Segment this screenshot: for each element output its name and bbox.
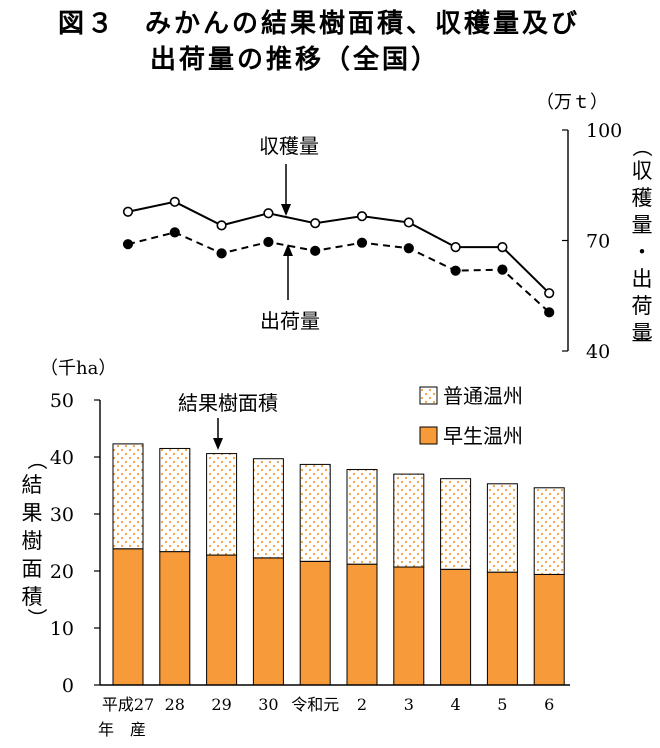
shipment-point xyxy=(169,227,180,238)
bar-y-tick-label: 20 xyxy=(50,561,74,583)
bar-unit-label: （千ha） xyxy=(40,358,116,379)
x-tick-label: 30 xyxy=(258,695,278,714)
bar-annotation-arrowhead xyxy=(213,438,223,450)
bearing-area-bar-chart: 平成27 28 29 30 令和元 2 3 4 5 6 年 産 0 10 20 30 40 50 （千ha） （ 結果… xyxy=(22,358,570,739)
bar-normal-unshu xyxy=(486,483,518,573)
bar-early-unshu xyxy=(299,560,331,686)
bar-y-tick-label: 30 xyxy=(50,504,74,526)
bar-early-unshu xyxy=(346,563,378,686)
bar-normal-unshu xyxy=(206,453,238,556)
bar-early-unshu xyxy=(206,554,238,686)
bar-normal-unshu xyxy=(252,458,284,559)
shipment-point xyxy=(497,264,508,275)
bar-normal-unshu xyxy=(440,478,472,570)
bar-early-unshu xyxy=(486,571,518,686)
harvest-point xyxy=(216,220,227,231)
x-axis-suffix-label: 年 産 xyxy=(98,720,146,739)
bar-ylabel-char: 結 xyxy=(22,473,43,497)
title-line-2: 出荷量の推移（全国） xyxy=(150,45,441,75)
bar-early-unshu xyxy=(393,566,425,686)
bar-early-unshu xyxy=(440,568,472,686)
bar-ylabel-paren-close: ） xyxy=(25,608,49,628)
harvest-point xyxy=(169,196,180,207)
bar-early-unshu xyxy=(252,557,284,686)
harvest-point xyxy=(544,288,555,299)
harvest-point xyxy=(403,217,414,228)
x-tick-label: 平成27 xyxy=(102,695,154,714)
line-ylabel-char: 穫 xyxy=(632,186,653,210)
bar-normal-unshu xyxy=(299,463,331,562)
harvest-callout-label: 収穫量 xyxy=(259,134,319,158)
line-unit-label: （万ｔ） xyxy=(536,92,608,113)
x-tick-label: 6 xyxy=(544,695,554,714)
legend-label-early-unshu: 早生温州 xyxy=(443,424,523,448)
x-tick-label: 29 xyxy=(211,695,231,714)
bar-early-unshu xyxy=(533,573,565,686)
line-ylabel-char: 出 xyxy=(632,267,653,291)
line-y-tick-label: 70 xyxy=(586,231,610,253)
bar-y-tick-label: 0 xyxy=(62,675,74,697)
bar-normal-unshu xyxy=(393,473,425,568)
harvest-point xyxy=(310,218,321,229)
bar-annotation-label: 結果樹面積 xyxy=(178,391,278,415)
bar-ylabel-char: 積 xyxy=(22,585,43,609)
harvest-point xyxy=(122,206,134,217)
harvest-point xyxy=(450,242,461,253)
bar-y-tick-label: 50 xyxy=(50,390,74,412)
line-ylabel-char: ・ xyxy=(632,240,653,264)
harvest-point xyxy=(497,242,508,253)
line-ylabel-char: 量 xyxy=(632,213,653,237)
line-ylabel-char: 量 xyxy=(632,321,653,345)
bar-normal-unshu xyxy=(533,487,565,575)
bar-normal-unshu xyxy=(112,443,144,550)
x-tick-label: 令和元 xyxy=(291,695,339,714)
x-tick-label: 4 xyxy=(451,695,461,714)
shipment-callout-arrowhead xyxy=(283,244,293,256)
line-ylabel-char: 荷 xyxy=(632,294,653,318)
x-tick-label: 3 xyxy=(404,695,414,714)
legend-swatch-normal-unshu xyxy=(419,386,438,405)
harvest-point xyxy=(356,211,368,222)
bar-early-unshu xyxy=(159,551,191,686)
series-line-2 xyxy=(127,231,550,314)
x-tick-label: 5 xyxy=(497,695,507,714)
x-tick-label: 28 xyxy=(165,695,185,714)
bar-early-unshu xyxy=(112,548,144,686)
shipment-point xyxy=(356,237,368,248)
harvest-callout-arrowhead xyxy=(281,204,291,216)
shipment-point xyxy=(216,248,227,259)
harvest-point xyxy=(263,208,274,219)
shipment-point xyxy=(310,245,321,256)
shipment-point xyxy=(544,307,555,318)
legend-label-normal-unshu: 普通温州 xyxy=(443,384,523,408)
bar-ylabel-paren-open: （ xyxy=(25,450,49,470)
line-y-tick-label: 40 xyxy=(586,341,610,363)
series-line-1 xyxy=(127,200,550,294)
x-tick-label: 2 xyxy=(357,695,367,714)
bar-y-tick-label: 40 xyxy=(50,447,74,469)
bar-y-tick-label: 10 xyxy=(50,618,74,640)
bar-ylabel-char: 樹 xyxy=(22,529,43,553)
shipment-point xyxy=(450,265,461,276)
shipment-point xyxy=(122,239,134,250)
shipment-point xyxy=(263,236,274,248)
bar-ylabel-char: 果 xyxy=(22,501,43,525)
title-line-1: 図３ みかんの結果樹面積、収穫量及び xyxy=(58,9,581,39)
bar-normal-unshu xyxy=(159,447,191,553)
page-title: 図３ みかんの結果樹面積、収穫量及び出荷量の推移（全国） xyxy=(58,6,580,78)
line-ylabel-char: 収 xyxy=(632,159,653,183)
bar-normal-unshu xyxy=(346,469,378,565)
shipment-point xyxy=(403,243,414,254)
line-y-tick-label: 100 xyxy=(586,120,622,142)
line-ylabel-paren-close: ） xyxy=(630,335,654,355)
legend-swatch-early-unshu xyxy=(419,426,438,445)
bar-ylabel-char: 面 xyxy=(22,557,43,581)
shipment-callout-label: 出荷量 xyxy=(260,309,320,333)
line-ylabel-paren-open: （ xyxy=(630,137,654,157)
